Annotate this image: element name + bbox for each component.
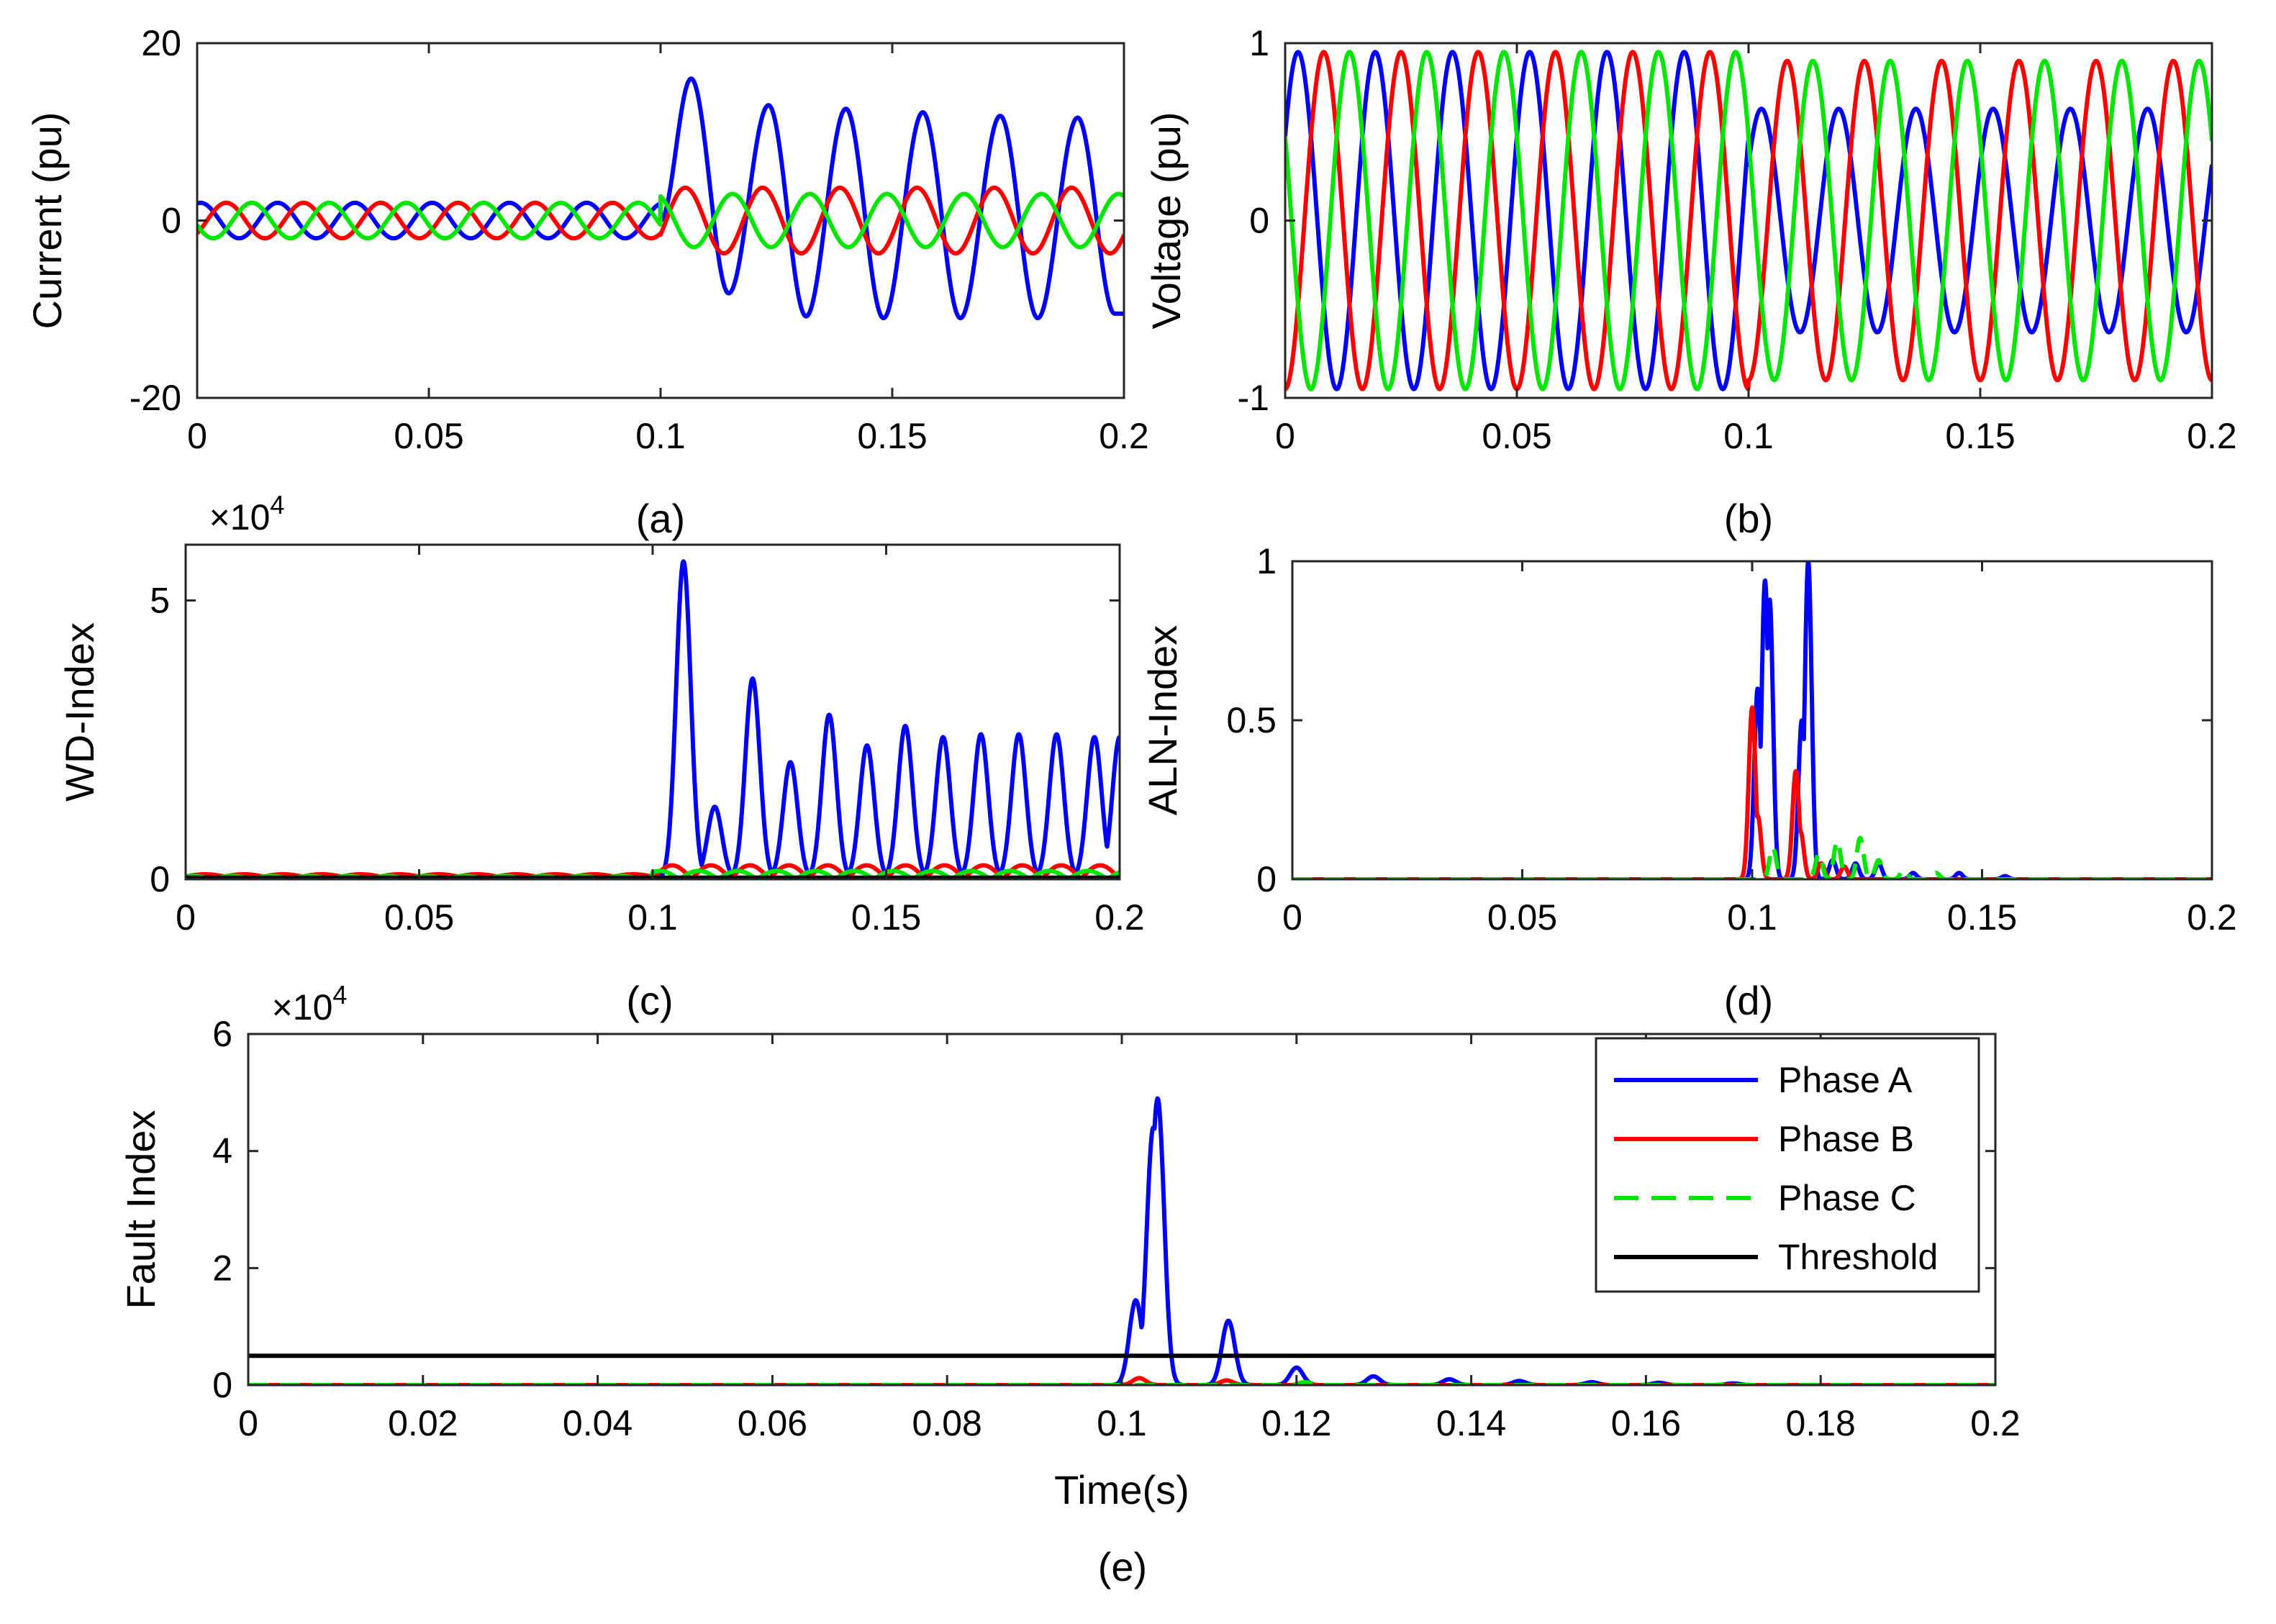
y-tick-label: 0 [161, 201, 181, 241]
y-axis-label: Voltage (pu) [1143, 112, 1189, 330]
panel-c: 0 0.05 0.1 0.15 0.2 0 5 WD-Index ×104 (c) [57, 490, 1145, 1023]
y-tick-label: 0.5 [1226, 700, 1277, 740]
panel-e: 0 0.02 0.04 0.06 0.08 0.1 0.12 0.14 0.16 0.18 0.2 0… [118, 980, 2021, 1589]
panel-caption: (a) [636, 496, 685, 541]
x-tick-label: 0.2 [2187, 416, 2237, 456]
x-tick-label: 0.15 [1945, 416, 2015, 456]
x-tick-label: 0.05 [1487, 897, 1557, 938]
x-tick-label: 0.1 [1727, 897, 1777, 938]
x-tick-label: 0.05 [1482, 416, 1551, 456]
x-tick-label: 0.05 [394, 416, 463, 456]
series-phase-a-line [186, 559, 1120, 879]
x-tick-label: 0.12 [1261, 1403, 1331, 1443]
series-phase-b-line [197, 185, 1124, 256]
y-tick-label: 4 [212, 1131, 232, 1171]
series-phase-a-line [1292, 561, 2212, 879]
panel-caption: (d) [1724, 978, 1773, 1023]
x-tick-label: 0.1 [635, 416, 686, 456]
y-axis-label: Current (pu) [24, 112, 70, 330]
y-tick-label: 0 [212, 1365, 232, 1405]
y-tick-label: -20 [130, 378, 181, 418]
x-tick-label: 0.2 [1094, 897, 1145, 938]
x-tick-label: 0.15 [851, 897, 921, 938]
x-tick-label: 0.18 [1786, 1403, 1856, 1443]
x-tick-label: 0.15 [1947, 897, 2017, 938]
x-tick-label: 0.2 [1970, 1403, 2021, 1443]
series-phase-c-line [1285, 50, 2212, 391]
x-tick-label: 0.08 [912, 1403, 982, 1443]
y-tick-label: 6 [212, 1014, 232, 1054]
x-tick-label: 0.16 [1611, 1403, 1681, 1443]
x-tick-label: 0.1 [1723, 416, 1774, 456]
x-tick-label: 0 [1282, 897, 1302, 938]
x-tick-label: 0 [176, 897, 196, 938]
x-tick-label: 0.04 [563, 1403, 633, 1443]
legend-label: Phase C [1778, 1178, 1916, 1218]
x-tick-label: 0.02 [388, 1403, 458, 1443]
axes-box [184, 543, 1121, 881]
x-axis-label: Time(s) [1054, 1467, 1189, 1512]
y-tick-label: 5 [150, 581, 170, 621]
y-tick-label: 0 [150, 859, 170, 899]
y-tick-label: 0 [1256, 859, 1277, 899]
x-tick-label: 0.1 [627, 897, 678, 938]
y-tick-label: 1 [1256, 541, 1277, 581]
y-axis-label: WD-Index [57, 622, 102, 802]
x-tick-label: 0 [1275, 416, 1295, 456]
y-axis-label: Fault Index [118, 1110, 163, 1309]
y-tick-label: 2 [212, 1248, 232, 1288]
panel-caption: (c) [626, 978, 673, 1023]
x-tick-label: 0 [238, 1403, 258, 1443]
y-tick-label: 1 [1249, 23, 1269, 63]
legend: Phase A Phase B Phase C Threshold [1595, 1037, 1980, 1293]
x-tick-label: 0.1 [1097, 1403, 1147, 1443]
y-tick-label: 0 [1249, 201, 1269, 241]
panel-d: 0 0.05 0.1 0.15 0.2 0 0.5 1 ALN-Index (d) [1140, 541, 2237, 1023]
y-tick-label: 20 [141, 23, 181, 63]
x-tick-label: 0.15 [857, 416, 927, 456]
x-tick-label: 0.05 [384, 897, 454, 938]
y-tick-label: -1 [1238, 378, 1269, 418]
x-tick-label: 0.14 [1436, 1403, 1506, 1443]
x-tick-label: 0.06 [738, 1403, 807, 1443]
panel-caption: (e) [1098, 1544, 1147, 1589]
y-exponent-label: ×104 [272, 980, 348, 1028]
x-tick-label: 0.2 [1099, 416, 1149, 456]
series-phase-b-line [1292, 705, 2212, 879]
legend-label: Threshold [1778, 1237, 1938, 1277]
series-phase-b-line [1285, 50, 2212, 391]
y-axis-label: ALN-Index [1140, 625, 1185, 816]
legend-label: Phase A [1778, 1060, 1913, 1100]
y-exponent-label: ×104 [209, 490, 285, 537]
panel-caption: (b) [1724, 496, 1773, 541]
x-tick-label: 0.2 [2187, 897, 2237, 938]
x-tick-label: 0 [187, 416, 207, 456]
series-phase-c-line [197, 191, 1124, 250]
legend-label: Phase B [1778, 1119, 1914, 1159]
